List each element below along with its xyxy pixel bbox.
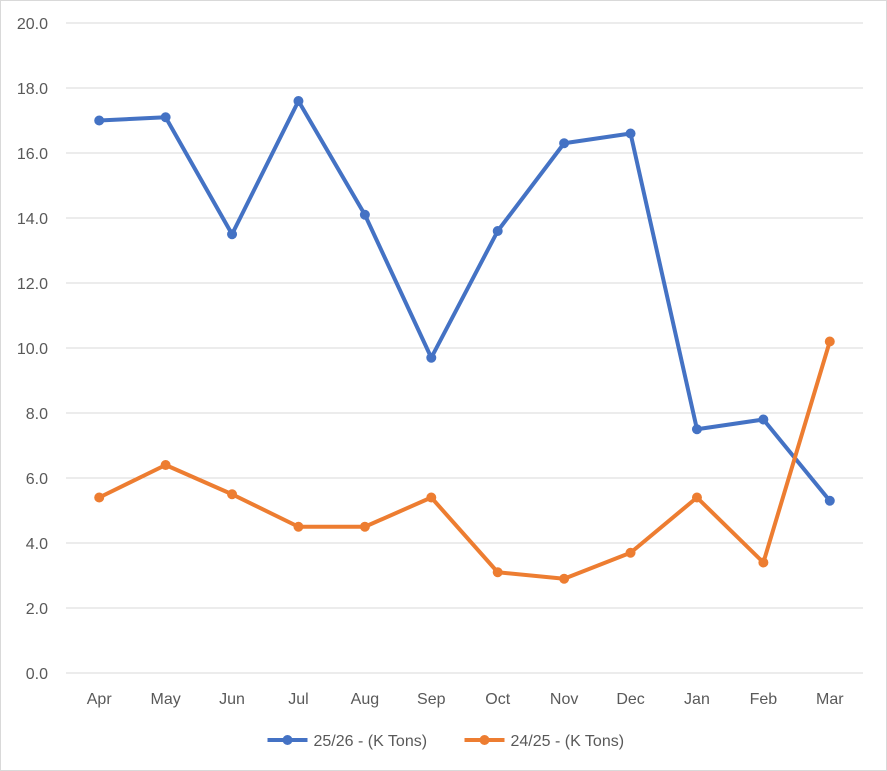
y-tick-label: 8.0 xyxy=(26,406,48,423)
y-axis-tick-labels: 0.0 2.0 4.0 6.0 8.0 10.0 12.0 14.0 16.0 18.0 20.0 xyxy=(17,16,48,683)
data-point xyxy=(691,424,702,435)
x-tick-label: Oct xyxy=(485,691,510,708)
data-point xyxy=(227,489,238,500)
data-point xyxy=(160,112,171,123)
x-tick-label: Dec xyxy=(616,691,644,708)
legend-entry: 25/26 - (K Tons) xyxy=(267,733,428,750)
x-tick-label: Aug xyxy=(351,691,379,708)
x-tick-label: Jan xyxy=(684,691,710,708)
series-line xyxy=(97,339,832,581)
data-point xyxy=(758,414,769,425)
data-point xyxy=(625,547,636,558)
legend-label: 24/25 - (K Tons) xyxy=(511,733,625,750)
x-tick-label: Sep xyxy=(417,691,446,708)
data-point xyxy=(94,492,105,503)
y-tick-label: 16.0 xyxy=(17,146,48,163)
x-tick-label: Jul xyxy=(288,691,308,708)
y-tick-label: 20.0 xyxy=(17,16,48,33)
data-point xyxy=(625,128,636,139)
y-tick-label: 4.0 xyxy=(26,536,48,553)
data-point xyxy=(559,573,570,584)
legend-swatch-marker xyxy=(479,735,490,745)
data-point xyxy=(359,209,370,220)
data-point xyxy=(293,96,304,106)
x-tick-label: Jun xyxy=(219,691,245,708)
legend: 25/26 - (K Tons) 24/25 - (K Tons) xyxy=(267,733,625,750)
data-point xyxy=(758,557,769,568)
y-tick-label: 6.0 xyxy=(26,471,48,488)
x-axis-tick-labels: Apr May Jun Jul Aug Sep Oct Nov Dec Jan Feb Mar xyxy=(87,691,844,708)
data-point xyxy=(492,226,503,236)
data-point xyxy=(359,521,370,532)
series-1 xyxy=(94,96,835,506)
data-point xyxy=(160,460,171,470)
data-point xyxy=(691,492,702,503)
data-point xyxy=(824,336,835,347)
data-point xyxy=(426,352,437,363)
data-point xyxy=(559,138,570,149)
data-point xyxy=(426,492,437,503)
legend-swatch-marker xyxy=(282,735,293,745)
series-2 xyxy=(94,336,835,584)
x-tick-label: Apr xyxy=(87,691,113,708)
legend-entry: 24/25 - (K Tons) xyxy=(464,733,625,750)
y-tick-label: 14.0 xyxy=(17,211,48,228)
y-tick-label: 2.0 xyxy=(26,601,48,618)
legend-label: 25/26 - (K Tons) xyxy=(314,733,428,750)
y-tick-label: 10.0 xyxy=(17,341,48,358)
y-tick-label: 12.0 xyxy=(17,276,48,293)
data-point xyxy=(227,229,238,240)
data-point xyxy=(824,495,835,506)
y-tick-label: 0.0 xyxy=(26,666,48,683)
data-point xyxy=(293,521,304,532)
x-tick-label: Mar xyxy=(816,691,844,708)
data-series xyxy=(94,96,835,584)
series-line xyxy=(97,99,832,503)
data-point xyxy=(94,115,105,126)
x-tick-label: Feb xyxy=(750,691,778,708)
data-point xyxy=(492,567,503,578)
y-tick-label: 18.0 xyxy=(17,81,48,98)
x-tick-label: May xyxy=(151,691,181,708)
x-tick-label: Nov xyxy=(550,691,578,708)
gridlines xyxy=(66,22,863,674)
